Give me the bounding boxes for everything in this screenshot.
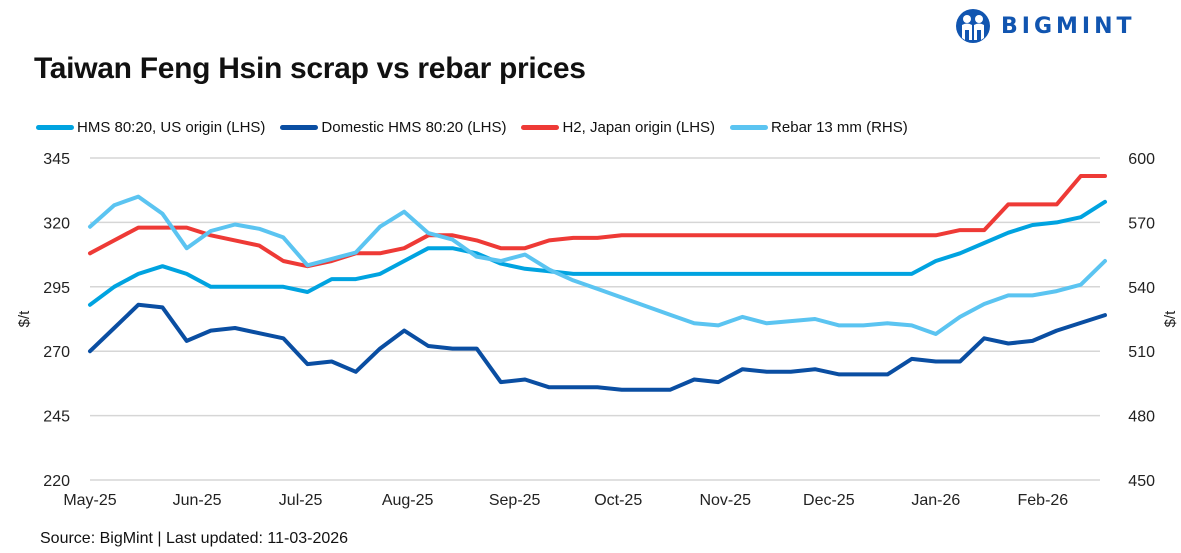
x-tick: Aug-25 — [382, 492, 434, 509]
y-tick-right: 570 — [1128, 215, 1155, 232]
legend-swatch — [36, 125, 74, 130]
legend-item: Domestic HMS 80:20 (LHS) — [280, 119, 506, 136]
y-tick-right: 600 — [1128, 151, 1155, 168]
bigmint-logo: BIGMINT — [955, 8, 1136, 44]
y-tick-left: 220 — [43, 473, 70, 490]
x-tick: Jan-26 — [911, 492, 960, 509]
y-axis-right-label: $/t — [1162, 310, 1179, 328]
source-footer: Source: BigMint | Last updated: 11-03-20… — [40, 530, 349, 547]
logo-icon — [956, 9, 990, 43]
y-tick-right: 510 — [1128, 344, 1155, 361]
legend-swatch — [280, 125, 319, 130]
legend-label: Domestic HMS 80:20 (LHS) — [321, 119, 507, 136]
logo-text: BIGMINT — [1001, 13, 1136, 39]
x-tick: Oct-25 — [594, 492, 642, 509]
legend-label: H2, Japan origin (LHS) — [562, 119, 716, 136]
series-line-4 — [88, 194, 1107, 336]
x-tick: Nov-25 — [699, 492, 751, 509]
chart-title: Taiwan Feng Hsin scrap vs rebar prices — [34, 52, 586, 85]
series-line-1 — [88, 199, 1107, 307]
y-tick-left: 345 — [43, 151, 70, 168]
y-tick-right: 540 — [1128, 280, 1155, 297]
legend-swatch — [730, 125, 769, 130]
x-tick: Jul-25 — [279, 492, 323, 509]
legend-item: H2, Japan origin (LHS) — [521, 119, 715, 136]
y-tick-right: 450 — [1128, 473, 1155, 490]
y-tick-right: 480 — [1128, 409, 1155, 426]
legend-item: HMS 80:20, US origin (LHS) — [36, 119, 265, 136]
y-axis-left-label: $/t — [16, 310, 33, 328]
x-tick: Dec-25 — [803, 492, 855, 509]
legend-label: HMS 80:20, US origin (LHS) — [77, 119, 266, 136]
legend-label: Rebar 13 mm (RHS) — [771, 119, 908, 136]
legend-swatch — [521, 125, 560, 130]
y-tick-left: 270 — [43, 344, 70, 361]
y-tick-left: 245 — [43, 409, 70, 426]
x-tick: May-25 — [63, 492, 116, 509]
x-tick: Jun-25 — [173, 492, 222, 509]
x-tick: Sep-25 — [489, 492, 541, 509]
y-tick-left: 295 — [43, 280, 70, 297]
legend-item: Rebar 13 mm (RHS) — [730, 119, 908, 136]
y-tick-left: 320 — [43, 215, 70, 232]
series-line-2 — [88, 302, 1107, 392]
series-line-3 — [88, 174, 1107, 269]
x-tick: Feb-26 — [1018, 492, 1069, 509]
legend: HMS 80:20, US origin (LHS) Domestic HMS … — [36, 119, 923, 136]
